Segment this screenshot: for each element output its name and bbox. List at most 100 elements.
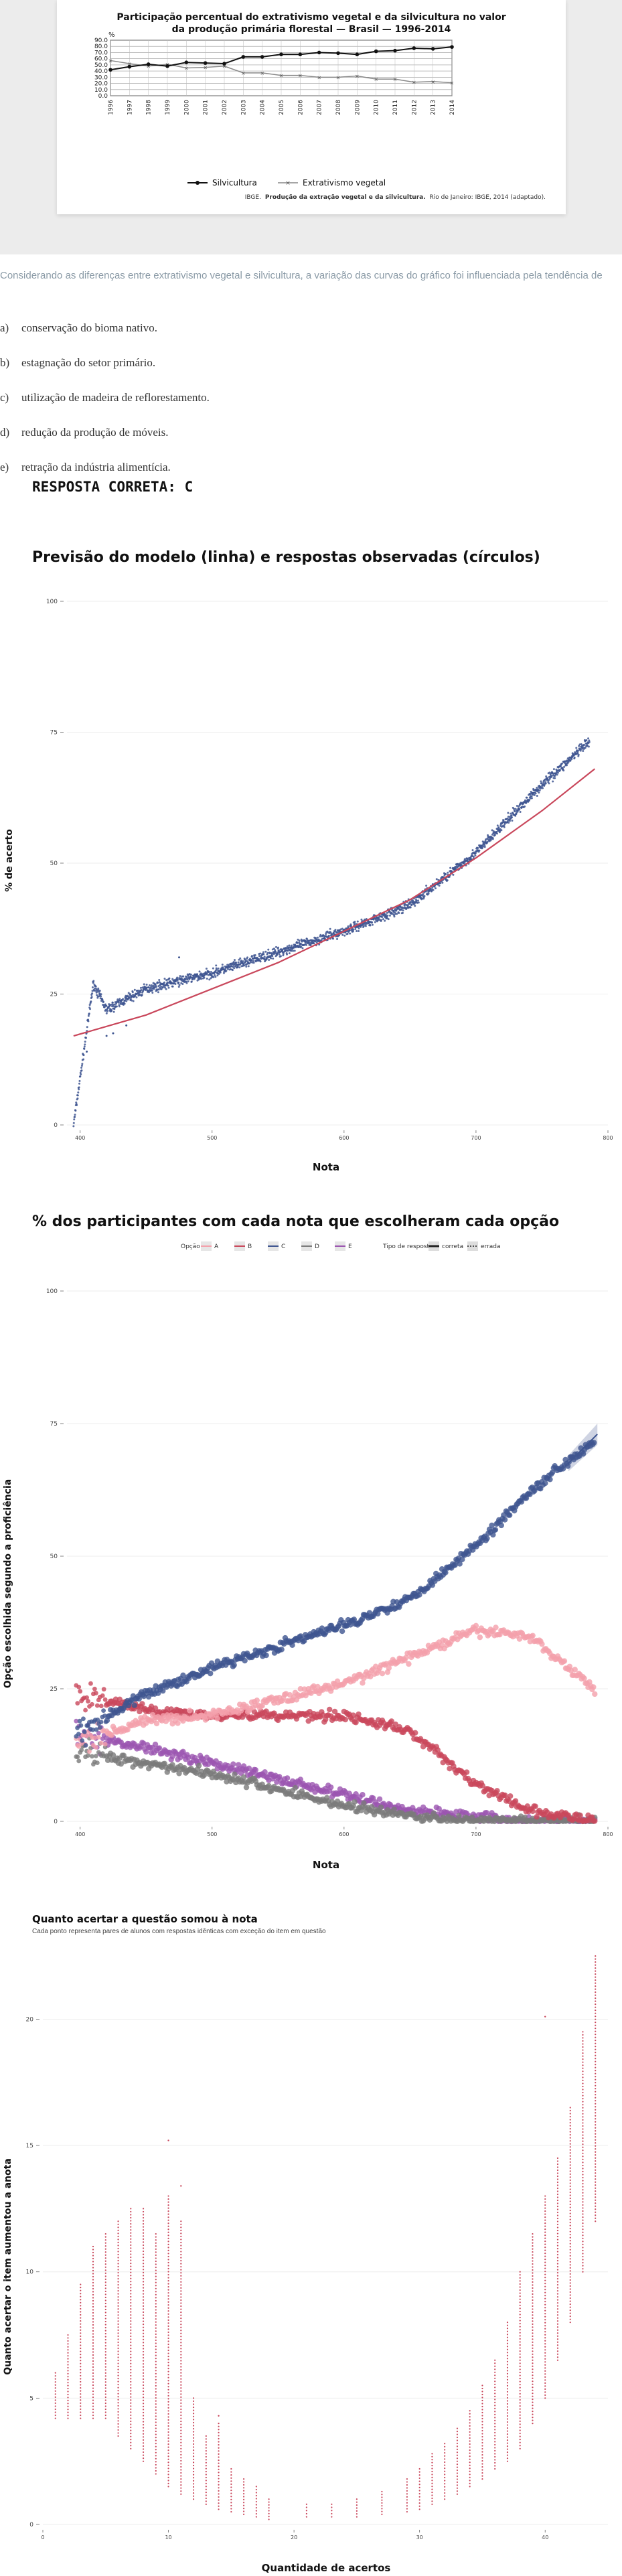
chart3-point [104, 2269, 106, 2271]
chart3-point [381, 2502, 383, 2504]
chart2-point-C [263, 1652, 269, 1659]
chart3-point [305, 2503, 307, 2505]
figure-x-tick: 2006 [297, 100, 304, 115]
chart1-point [184, 978, 187, 980]
chart3-point [155, 2360, 157, 2362]
chart1-point [352, 928, 355, 931]
chart1-point [272, 957, 275, 960]
chart3-point [180, 2423, 182, 2425]
chart3-point [444, 2498, 446, 2500]
chart3-point [117, 2311, 119, 2313]
chart1-point [134, 995, 137, 998]
chart1-point [78, 1088, 80, 1091]
chart1-point [384, 913, 387, 916]
chart3-point [117, 2290, 119, 2292]
chart3-point [167, 2392, 169, 2394]
chart2-point-B [388, 1718, 394, 1724]
chart3-point [418, 2493, 420, 2495]
chart3-point [155, 2451, 157, 2453]
chart3-point [155, 2384, 157, 2387]
chart3-point [117, 2302, 119, 2304]
option-a[interactable]: a) conservação do bioma nativo. [0, 321, 157, 335]
chart1-point [507, 812, 510, 814]
option-text: redução da produção de móveis. [21, 426, 169, 439]
chart3-point [130, 2350, 132, 2352]
option-b[interactable]: b) estagnação do setor primário. [0, 356, 155, 370]
chart1-point [354, 923, 356, 925]
chart2-point-D [232, 1771, 238, 1777]
chart3-point [192, 2397, 195, 2399]
option-e[interactable]: e) retração da indústria alimentícia. [0, 461, 171, 474]
chart1-point [536, 786, 538, 789]
chart3-point [92, 2411, 94, 2413]
chart1-point [221, 964, 224, 966]
chart3-point [155, 2433, 157, 2435]
chart3-point [117, 2314, 119, 2316]
chart1-point [91, 992, 94, 995]
chart3-point [456, 2493, 459, 2495]
chart3-point [155, 2318, 157, 2320]
chart3-point [155, 2245, 157, 2247]
chart1-point [518, 808, 521, 811]
chart2-point-C [242, 1657, 248, 1664]
chart1-point [174, 983, 177, 986]
chart3-point [167, 2368, 169, 2370]
chart1-point [441, 881, 444, 884]
chart3-point [92, 2299, 94, 2302]
chart3-point [155, 2285, 157, 2287]
chart1-point [232, 966, 234, 968]
option-d[interactable]: d) redução da produção de móveis. [0, 426, 169, 439]
chart3-point [218, 2478, 220, 2480]
chart3-point [92, 2245, 94, 2248]
chart3-point [456, 2487, 459, 2489]
chart3-point [80, 2372, 82, 2374]
chart1-point [371, 921, 374, 923]
option-c[interactable]: c) utilização de madeira de reflorestamen… [0, 391, 210, 404]
chart3-point [180, 2447, 182, 2449]
figure-x-tick: 2010 [374, 100, 380, 115]
chart1-point [81, 1063, 84, 1065]
chart3-point [104, 2384, 106, 2386]
chart3-point [205, 2435, 207, 2437]
chart3-point [381, 2499, 383, 2501]
chart1-point [508, 820, 511, 822]
chart3-point [67, 2378, 69, 2380]
chart3-point [242, 2481, 245, 2483]
chart3-point [205, 2441, 207, 2443]
chart1-point [297, 938, 299, 941]
chart3-subtitle: Cada ponto representa pares de alunos co… [32, 1928, 326, 1935]
chart3-point [230, 2486, 232, 2488]
chart3-point [205, 2459, 207, 2461]
figure-y-tick: 70.0 [94, 50, 108, 56]
chart2-point-D [104, 1757, 111, 1763]
chart3-point [155, 2333, 157, 2335]
chart3-point [167, 2443, 169, 2445]
chart3-point [167, 2382, 169, 2384]
chart3-point [431, 2470, 433, 2473]
chart1-point [371, 923, 374, 926]
chart1-point [556, 773, 558, 776]
chart3-point [418, 2471, 420, 2473]
chart1-point [235, 962, 238, 964]
chart3-point [67, 2340, 69, 2342]
chart3-point [117, 2232, 119, 2234]
chart3-point [167, 2486, 169, 2488]
chart3-point [67, 2343, 69, 2345]
chart1-point [545, 775, 548, 777]
chart1-point [80, 1069, 83, 1072]
figure-card: Participação percentual do extrativismo … [57, 0, 566, 214]
chart3-point [180, 2463, 182, 2465]
chart3-point [104, 2354, 106, 2356]
chart2-point-B [494, 1788, 500, 1794]
chart3-point [80, 2283, 82, 2285]
chart3-point [230, 2511, 232, 2513]
chart2-point-C [375, 1610, 381, 1617]
silvicultura-point [260, 55, 264, 59]
chart1-point [500, 829, 503, 832]
chart3-point [142, 2247, 145, 2249]
figure-y-tick: 0.0 [98, 93, 108, 100]
chart3-point [205, 2471, 207, 2473]
chart3-point [192, 2495, 195, 2497]
chart1-point [584, 747, 587, 749]
chart3-point [80, 2380, 82, 2383]
